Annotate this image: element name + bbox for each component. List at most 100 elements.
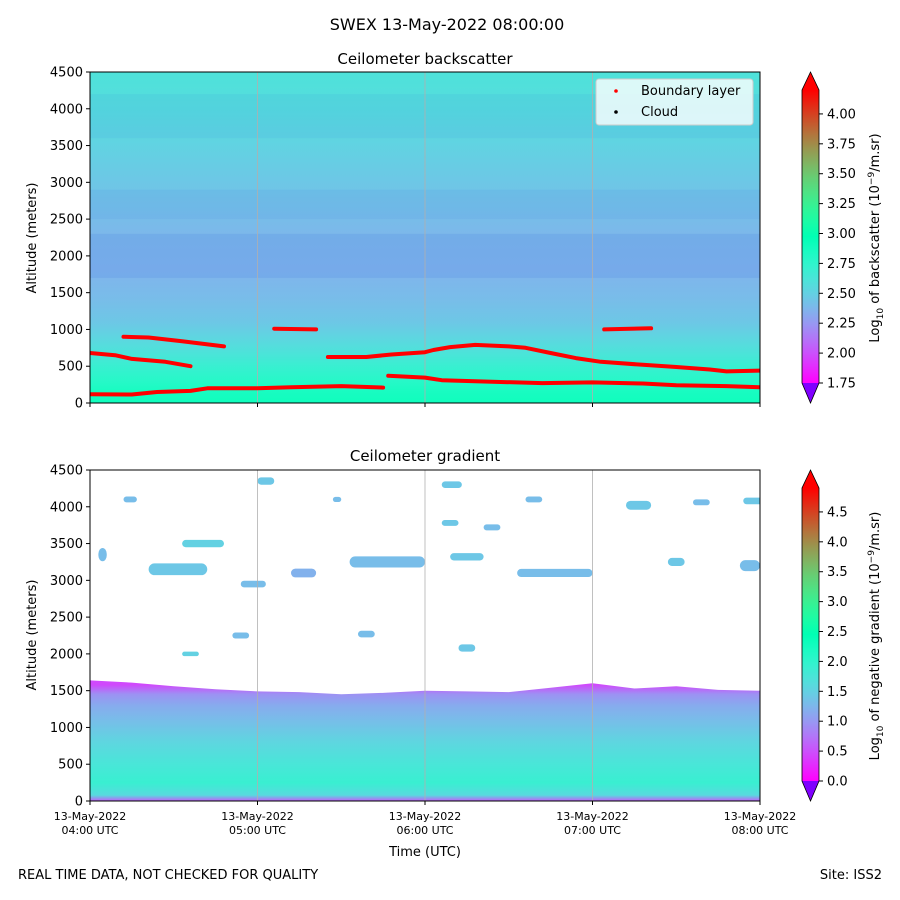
gradient-colorbar-body — [802, 488, 819, 781]
gradient-cloud-patch — [626, 500, 652, 510]
gradient-cloud-patch — [667, 557, 685, 566]
colorbar-tick-label: 3.00 — [827, 227, 856, 242]
x-tick-label: 13-May-2022 — [54, 810, 126, 823]
gradient-cloud-patch — [123, 496, 137, 503]
x-tick-label: 13-May-2022 — [724, 810, 796, 823]
y-tick-label: 3500 — [50, 537, 83, 552]
x-tick-label: 07:00 UTC — [564, 824, 621, 837]
gradient-cloud-patch — [450, 553, 484, 561]
gradient-gridlines — [257, 470, 593, 801]
legend-cloud-marker — [614, 110, 618, 114]
gradient-cloud-patches — [98, 477, 760, 657]
colorbar-tick-label: 2.50 — [827, 287, 856, 302]
x-tick-label: 13-May-2022 — [221, 810, 293, 823]
y-tick-label: 2500 — [50, 611, 83, 626]
gradient-colorbar-label: Log10 of negative gradient (10−9/m.sr) — [867, 512, 886, 761]
backscatter-colorbar: 1.75 2.00 2.25 2.50 2.75 3.00 3.25 3.50 3.75 4.00… — [801, 71, 886, 405]
gradient-cloud-patch — [291, 568, 317, 578]
boundary-layer-trace — [272, 326, 319, 332]
backscatter-panel: Ceilometer backscatter 0 500 1000 1500 2000 2… — [25, 50, 886, 412]
y-tick-label: 500 — [58, 758, 83, 773]
gradient-cloud-patch — [458, 644, 476, 652]
boundary-layer-trace — [325, 342, 760, 374]
quality-disclaimer: REAL TIME DATA, NOT CHECKED FOR QUALITY — [18, 868, 319, 883]
boundary-layer-trace — [602, 326, 654, 332]
colorbar-tick-label: 1.5 — [827, 685, 848, 700]
backscatter-gridlines — [257, 72, 593, 403]
boundary-layer-trace — [386, 373, 760, 390]
gradient-title: Ceilometer gradient — [350, 447, 500, 465]
gradient-cloud-patch — [182, 539, 224, 548]
backscatter-x-ticks — [89, 403, 761, 407]
backscatter-colorbar-label: Log10 of backscatter (10−9/m.sr) — [867, 133, 886, 342]
gradient-colorbar-ticks: 0.0 0.5 1.0 1.5 2.0 2.5 3.0 3.5 4.0 4.5 — [819, 505, 848, 790]
gradient-x-label: Time (UTC) — [388, 845, 461, 860]
gradient-cloud-patch — [240, 580, 266, 588]
boundary-layer-trace — [90, 384, 386, 397]
gradient-colorbar: 0.0 0.5 1.0 1.5 2.0 2.5 3.0 3.5 4.0 4.5 Log10 of … — [801, 469, 886, 803]
y-tick-label: 1000 — [50, 721, 83, 736]
boundary-layer-series — [90, 326, 760, 397]
y-tick-label: 2000 — [50, 647, 83, 662]
gradient-cloud-patch — [743, 497, 760, 505]
gradient-cloud-patch — [525, 496, 543, 503]
colorbar-tick-label: 3.25 — [827, 197, 856, 212]
gradient-y-label: Altitude (meters) — [25, 580, 40, 691]
gradient-y-ticks: 0 500 1000 1500 2000 2500 3000 3500 4000 4500 — [50, 464, 90, 810]
gradient-cloud-patch — [483, 524, 501, 531]
backscatter-colorbar-ticks: 1.75 2.00 2.25 2.50 2.75 3.00 3.25 3.50 3.75 4.00 — [819, 107, 856, 392]
legend-box — [595, 78, 754, 126]
colorbar-tick-label: 2.25 — [827, 317, 856, 332]
gradient-cloud-patch — [332, 496, 342, 502]
gradient-colorbar-max-extend — [802, 470, 819, 488]
backscatter-colorbar-outline — [801, 71, 820, 405]
y-tick-label: 4500 — [50, 464, 83, 479]
colorbar-tick-label: 4.00 — [827, 107, 856, 122]
y-tick-label: 1500 — [50, 684, 83, 699]
backscatter-y-label: Altitude (meters) — [25, 183, 40, 294]
colorbar-tick-label: 3.0 — [827, 595, 848, 610]
colorbar-tick-label: 2.5 — [827, 625, 848, 640]
figure-title: SWEX 13-May-2022 08:00:00 — [330, 15, 565, 34]
x-tick-label: 13-May-2022 — [389, 810, 461, 823]
boundary-layer-trace — [90, 351, 193, 369]
y-tick-label: 3000 — [50, 176, 83, 191]
x-tick-label: 05:00 UTC — [229, 824, 286, 837]
colorbar-tick-label: 2.0 — [827, 655, 848, 670]
y-tick-label: 1500 — [50, 286, 83, 301]
x-tick-label: 06:00 UTC — [396, 824, 453, 837]
x-tick-label: 04:00 UTC — [61, 824, 118, 837]
y-tick-label: 0 — [75, 795, 83, 810]
y-tick-label: 1000 — [50, 323, 83, 338]
gradient-cloud-patch — [182, 651, 199, 657]
colorbar-tick-label: 4.0 — [827, 535, 848, 550]
gradient-cloud-patch — [257, 477, 275, 485]
gradient-cloud-patch — [98, 547, 107, 562]
backscatter-title: Ceilometer backscatter — [337, 50, 513, 68]
colorbar-tick-label: 3.75 — [827, 137, 856, 152]
y-tick-label: 3000 — [50, 574, 83, 589]
gradient-colorbar-outline — [801, 469, 820, 803]
colorbar-tick-label: 1.75 — [827, 377, 856, 392]
legend-boundary-layer-label: Boundary layer — [641, 84, 741, 99]
x-tick-label: 08:00 UTC — [731, 824, 788, 837]
colorbar-tick-label: 0.5 — [827, 745, 848, 760]
gradient-cloud-patch — [349, 556, 425, 568]
legend: Boundary layer Cloud — [595, 78, 754, 126]
gradient-colorbar-min-extend — [802, 781, 819, 801]
colorbar-tick-label: 2.75 — [827, 257, 856, 272]
gradient-cloud-patch — [358, 630, 375, 638]
colorbar-tick-label: 3.5 — [827, 565, 848, 580]
y-tick-label: 4000 — [50, 500, 83, 515]
y-tick-label: 4500 — [50, 66, 83, 81]
y-tick-label: 2500 — [50, 213, 83, 228]
colorbar-tick-label: 4.5 — [827, 505, 848, 520]
gradient-cloud-patch — [441, 520, 459, 526]
colorbar-tick-label: 2.00 — [827, 347, 856, 362]
y-tick-label: 0 — [75, 397, 83, 412]
gradient-cloud-patch — [232, 632, 250, 639]
y-tick-label: 3500 — [50, 139, 83, 154]
gradient-cloud-patch — [441, 481, 462, 489]
